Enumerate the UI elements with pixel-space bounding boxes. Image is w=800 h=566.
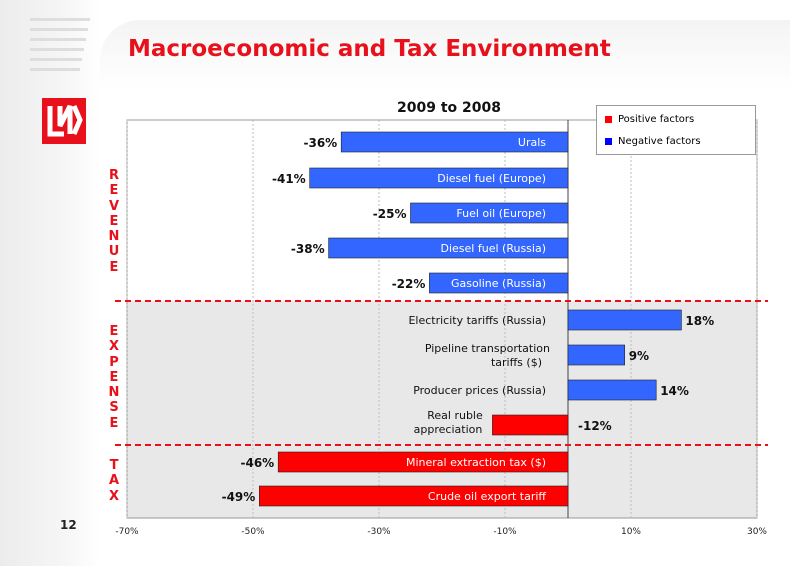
section-letter: N [108,229,120,245]
section-letter: N [108,385,120,401]
decor-stripe [30,28,88,31]
category-label: Urals [518,136,546,149]
value-label: -36% [303,136,337,150]
decor-stripe [30,18,90,21]
section-letter: E [109,324,119,339]
bar [567,379,657,401]
legend-item-negative: Negative factors [605,136,701,147]
section-letter: E [109,183,119,199]
legend-item-positive: Positive factors [605,114,694,125]
lukoil-logo-icon [42,98,86,144]
legend-label: Positive factors [618,114,695,125]
shaded-region [127,301,757,518]
slide-title: Macroeconomic and Tax Environment [128,36,611,62]
value-label: -12% [578,419,612,433]
value-label: 14% [660,384,689,398]
decor-stripe [30,58,82,61]
x-tick-label: -70% [115,527,139,537]
section-letter: E [109,259,119,275]
value-label: -25% [373,207,407,221]
category-label: Diesel fuel (Russia) [441,242,546,255]
x-tick-label: -30% [367,527,391,537]
bar [258,485,569,507]
section-letter: R [108,168,119,183]
decor-stripe [30,68,80,71]
plot-border [126,119,758,519]
category-label: Gasoline (Russia) [451,277,546,290]
x-tick-label: -10% [493,527,517,537]
value-label: -22% [392,277,426,291]
section-letter: X [108,339,120,355]
header-band [100,20,790,90]
value-label: -46% [240,456,274,470]
bar [277,451,569,473]
section-letter: P [109,354,119,370]
section-letter: E [109,415,119,431]
legend-swatch [605,116,612,123]
chart-legend: Positive factors Negative factors [596,105,756,155]
category-label: appreciation [414,423,483,436]
section-letter: A [108,473,120,489]
category-label: Crude oil export tariff [428,490,547,503]
bar [328,237,569,259]
value-label: 18% [685,314,714,328]
category-label: Mineral extraction tax ($) [406,456,546,469]
bar [429,272,569,294]
legend-swatch [605,138,612,145]
bar [567,309,682,331]
page-number: 12 [60,518,77,532]
bar [492,414,569,436]
section-letter: U [108,244,120,260]
section-letter: X [108,488,120,504]
value-label: -49% [222,490,256,504]
value-label: -38% [291,242,325,256]
bar [567,344,626,366]
category-label: Diesel fuel (Europe) [437,172,546,185]
category-label: Pipeline transportation [425,342,550,355]
value-label: 9% [629,349,649,363]
x-tick-label: 10% [621,527,641,537]
section-letter: E [109,369,119,385]
value-label: -41% [272,172,306,186]
decor-stripe [30,48,84,51]
category-label: Electricity tariffs (Russia) [408,314,546,327]
bar [340,131,569,153]
category-label: tariffs ($) [491,356,542,369]
decor-stripe [30,38,86,41]
chart-title: 2009 to 2008 [397,100,501,116]
section-letter: E [109,213,119,229]
x-tick-label: 30% [747,527,767,537]
category-label: Real ruble [427,409,483,422]
left-decor-band [0,0,100,566]
section-letter: S [109,400,119,416]
legend-label: Negative factors [618,136,701,147]
bar [309,167,569,189]
section-letter: V [108,198,120,214]
x-tick-label: -50% [241,527,265,537]
category-label: Producer prices (Russia) [413,384,546,397]
section-letter: T [109,458,119,473]
category-label: Fuel oil (Europe) [456,207,546,220]
bar [410,202,569,224]
